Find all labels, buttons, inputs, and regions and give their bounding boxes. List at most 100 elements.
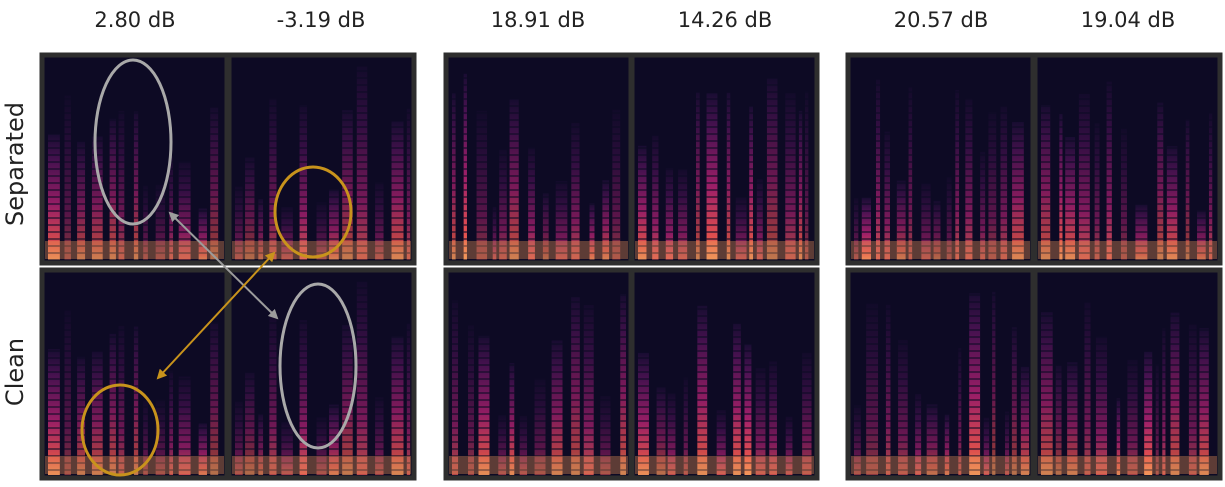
harmonic-striation (884, 131, 890, 260)
harmonic-striation (555, 181, 568, 260)
spectrogram-panel-separated-col5 (845, 52, 1036, 266)
harmonic-striation (1011, 327, 1017, 475)
harmonic-striation (955, 89, 960, 260)
harmonic-striation (946, 177, 952, 260)
harmonic-striation (48, 134, 60, 260)
harmonic-striation (133, 111, 139, 260)
harmonic-striation (492, 206, 497, 260)
harmonic-striation (1059, 114, 1063, 260)
spectrogram-panel-separated-col6 (1032, 52, 1223, 266)
harmonic-striation (1055, 365, 1062, 475)
harmonic-striation (375, 397, 384, 475)
harmonic-striation (798, 110, 803, 260)
low-frequency-band (851, 241, 1030, 259)
harmonic-striation (1000, 106, 1008, 260)
harmonic-striation (733, 323, 741, 475)
highlight-ellipse-clean-col2 (278, 282, 358, 450)
harmonic-striation (1170, 312, 1180, 475)
harmonic-striation (118, 110, 125, 260)
harmonic-striation (48, 349, 60, 475)
harmonic-striation (683, 377, 688, 475)
low-frequency-band (449, 456, 628, 474)
harmonic-striation (269, 313, 277, 475)
harmonic-striation (656, 387, 666, 475)
harmonic-striation (1185, 119, 1190, 260)
harmonic-striation (744, 344, 752, 475)
harmonic-striation (406, 323, 411, 475)
harmonic-striation (896, 180, 906, 260)
harmonic-striation (988, 111, 997, 260)
double-arrow-gold (156, 251, 276, 380)
harmonic-striation (802, 352, 812, 475)
harmonic-striation (498, 415, 507, 475)
harmonic-striation (755, 368, 766, 475)
harmonic-striation (281, 207, 293, 260)
harmonic-striation (1199, 328, 1209, 475)
column-title-2: -3.19 dB (276, 8, 366, 32)
harmonic-striation (391, 121, 404, 260)
harmonic-striation (678, 169, 688, 260)
panel-frame (845, 267, 1036, 481)
harmonic-striation (1005, 411, 1010, 475)
harmonic-striation (638, 145, 647, 260)
harmonic-striation (118, 325, 125, 475)
harmonic-striation (551, 340, 563, 475)
harmonic-striation (602, 180, 610, 260)
harmonic-striation (726, 92, 731, 260)
harmonic-striation (519, 415, 528, 475)
harmonic-striation (571, 122, 580, 260)
harmonic-striation (735, 197, 747, 260)
harmonic-striation (452, 93, 456, 260)
harmonic-striation (944, 414, 950, 475)
harmonic-striation (342, 325, 353, 475)
harmonic-striation (915, 394, 922, 475)
harmonic-striation (1144, 351, 1153, 475)
harmonic-striation (785, 93, 796, 260)
harmonic-striation (665, 168, 674, 260)
harmonic-striation (898, 339, 908, 475)
harmonic-striation (638, 352, 649, 475)
harmonic-striation (406, 108, 411, 260)
harmonic-striation (1065, 136, 1076, 260)
harmonic-striation (329, 189, 339, 260)
low-frequency-band (635, 456, 814, 474)
low-frequency-band (635, 241, 814, 259)
spectrogram-panel-clean-col6 (1032, 267, 1223, 481)
spectrogram-panel-separated-col2 (226, 52, 417, 266)
harmonic-striation (716, 410, 726, 475)
harmonic-striation (169, 370, 174, 475)
harmonic-striation (77, 141, 86, 260)
harmonic-striation (1120, 128, 1127, 260)
harmonic-striation (854, 198, 859, 260)
harmonic-striation (921, 183, 931, 260)
harmonic-striation (769, 361, 777, 475)
harmonic-striation (1084, 302, 1091, 475)
harmonic-striation (528, 147, 535, 260)
harmonic-striation (1116, 398, 1121, 475)
low-frequency-band (45, 456, 224, 474)
harmonic-striation (983, 417, 990, 475)
harmonic-striation (571, 297, 580, 475)
harmonic-striation (143, 400, 148, 475)
harmonic-striation (749, 106, 753, 260)
harmonic-striation (198, 423, 207, 475)
harmonic-striation (804, 91, 809, 260)
spectrogram-panel-separated-col1 (39, 52, 230, 266)
harmonic-striation (1094, 123, 1100, 260)
harmonic-striation (109, 118, 116, 260)
harmonic-striation (1041, 105, 1051, 260)
harmonic-striation (534, 378, 546, 475)
low-frequency-band (45, 241, 224, 259)
low-frequency-band (232, 456, 411, 474)
spectrogram-panel-separated-col4 (629, 52, 820, 266)
harmonic-striation (1162, 328, 1166, 475)
harmonic-striation (342, 110, 353, 260)
harmonic-striation (612, 109, 621, 260)
harmonic-striation (652, 135, 659, 260)
harmonic-striation (509, 99, 519, 260)
harmonic-striation (133, 326, 139, 475)
harmonic-striation (1208, 113, 1213, 260)
harmonic-striation (908, 87, 913, 260)
harmonic-striation (1188, 324, 1197, 475)
harmonic-striation (178, 376, 191, 475)
